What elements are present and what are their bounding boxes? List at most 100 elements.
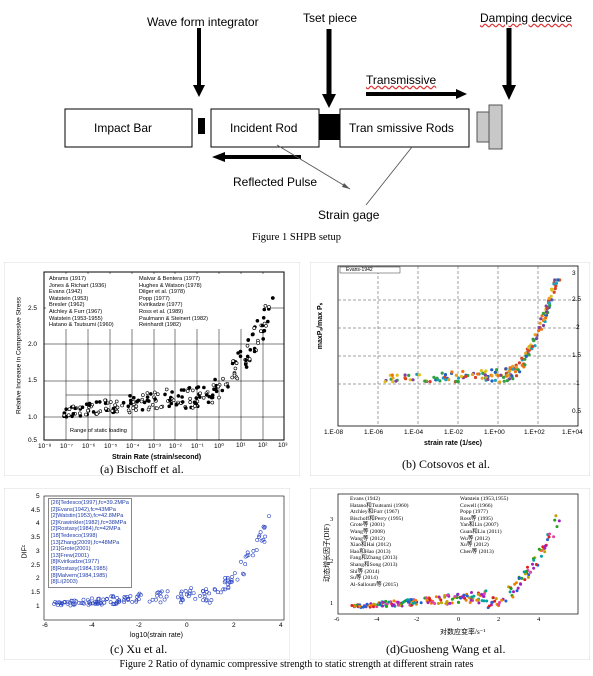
scatter-marker (533, 333, 537, 337)
scatter-marker (396, 603, 400, 607)
scatter-marker (406, 598, 409, 602)
scatter-marker (491, 596, 495, 600)
scatter-marker (91, 410, 96, 414)
panel-c-xtick: -4 (89, 622, 95, 629)
panel-c-ylabel: DIFᶜ (21, 544, 29, 559)
scatter-marker (126, 408, 131, 413)
scatter-marker (225, 582, 230, 587)
scatter-marker (201, 396, 206, 400)
scatter-marker (517, 361, 521, 365)
scatter-marker (259, 329, 263, 333)
scatter-marker (411, 602, 415, 605)
legend-entry: [8]Rostasy(1984,1985) (51, 565, 108, 572)
scatter-marker (365, 602, 369, 606)
scatter-marker (468, 596, 471, 600)
scatter-marker (188, 400, 192, 404)
scatter-marker (86, 408, 90, 413)
scatter-marker (439, 598, 443, 602)
scatter-marker (395, 373, 399, 377)
scatter-marker (539, 317, 543, 321)
legend-entry: Malvar & Bentera (1977) (139, 276, 200, 282)
label-strain-gage: Strain gage (318, 208, 380, 222)
panel-a-xtick: 10² (258, 442, 268, 449)
scatter-marker (403, 373, 407, 377)
scatter-marker (182, 388, 186, 392)
scatter-marker (264, 323, 268, 328)
scatter-marker (117, 599, 121, 604)
scatter-marker (483, 373, 487, 377)
scatter-marker (539, 327, 543, 331)
legend-entry: Atchley & Furr (1967) (49, 308, 103, 315)
scatter-marker (221, 376, 225, 381)
scatter-marker (115, 409, 119, 414)
legend-entry: Ross等 (1995) (460, 515, 493, 522)
scatter-marker (527, 573, 531, 577)
scatter-marker (493, 378, 497, 382)
scatter-marker (204, 590, 209, 594)
scatter-marker (493, 370, 497, 374)
legend-entry: Abrams (1917) (49, 276, 86, 282)
scatter-marker (226, 585, 231, 590)
scatter-marker (131, 400, 136, 404)
scatter-marker (261, 538, 266, 542)
panel-c-ytick: 2 (36, 575, 40, 582)
scatter-marker (459, 374, 463, 379)
scatter-marker (78, 411, 82, 416)
scatter-marker (59, 603, 64, 608)
scatter-marker (53, 600, 58, 604)
panel-b-xtick: 1.E-02 (444, 429, 464, 436)
scatter-marker (189, 586, 194, 591)
scatter-marker (102, 600, 107, 605)
scatter-marker (87, 403, 92, 407)
panel-b-xtick: 1.E+04 (562, 429, 583, 436)
scatter-marker (502, 375, 506, 379)
scatter-marker (476, 598, 480, 602)
label-test-piece: Tset piece (303, 11, 358, 25)
scatter-marker (155, 593, 160, 598)
panel-d-ytick: 1 (330, 600, 334, 607)
legend-entry: [8]Li(2003) (51, 579, 78, 586)
legend-entry: [2]Evans(1942),fc=43MPa (51, 506, 116, 513)
scatter-marker (223, 382, 228, 387)
legend-entry: Yan和Lin (2007) (460, 522, 499, 529)
panel-a-ylabel: Relative Increase in Compressive Stress (15, 296, 23, 415)
scatter-marker (212, 587, 217, 592)
scatter-marker (213, 377, 217, 382)
legend-entry: Chen等 (2013) (460, 548, 494, 555)
panel-d-xtick: -2 (414, 616, 420, 623)
label-damping-device: Damping decvice (480, 11, 573, 25)
scatter-marker (378, 601, 382, 605)
panel-c-xtick: 0 (185, 622, 189, 629)
scatter-marker (504, 599, 508, 603)
scatter-marker (254, 548, 259, 552)
scatter-marker (217, 395, 221, 400)
panel-a-xtick: 10⁻¹ (191, 443, 204, 450)
scatter-marker (437, 602, 440, 605)
panel-b-xtick: 1.E-06 (364, 429, 384, 436)
figure-1-caption: Figure 1 SHPB setup (252, 232, 341, 243)
scatter-marker (453, 595, 457, 598)
scatter-marker (247, 357, 252, 361)
panel-a-xtick: 10¹ (236, 442, 246, 449)
scatter-marker (527, 353, 531, 357)
label-incident-rod: Incident Rod (230, 121, 298, 135)
scatter-marker (131, 406, 135, 410)
panel-a-xtick: 10⁰ (214, 443, 224, 450)
scatter-marker (515, 589, 519, 593)
scatter-marker (198, 395, 202, 399)
scatter-marker (72, 602, 76, 607)
scatter-marker (201, 589, 206, 594)
scatter-marker (230, 575, 235, 579)
scatter-marker (407, 600, 411, 604)
scatter-marker (490, 368, 494, 372)
scatter-marker (170, 390, 174, 394)
scatter-marker (126, 596, 131, 601)
scatter-marker (193, 404, 197, 408)
scatter-marker (480, 592, 484, 596)
scatter-marker (446, 593, 449, 597)
panel-d-points (350, 514, 561, 610)
scatter-marker (508, 366, 512, 370)
panel-d-caption: (d)Guosheng Wang et al. (386, 642, 506, 656)
scatter-marker (95, 412, 99, 416)
legend-entry: Xiao和Hai (2012) (350, 542, 391, 549)
